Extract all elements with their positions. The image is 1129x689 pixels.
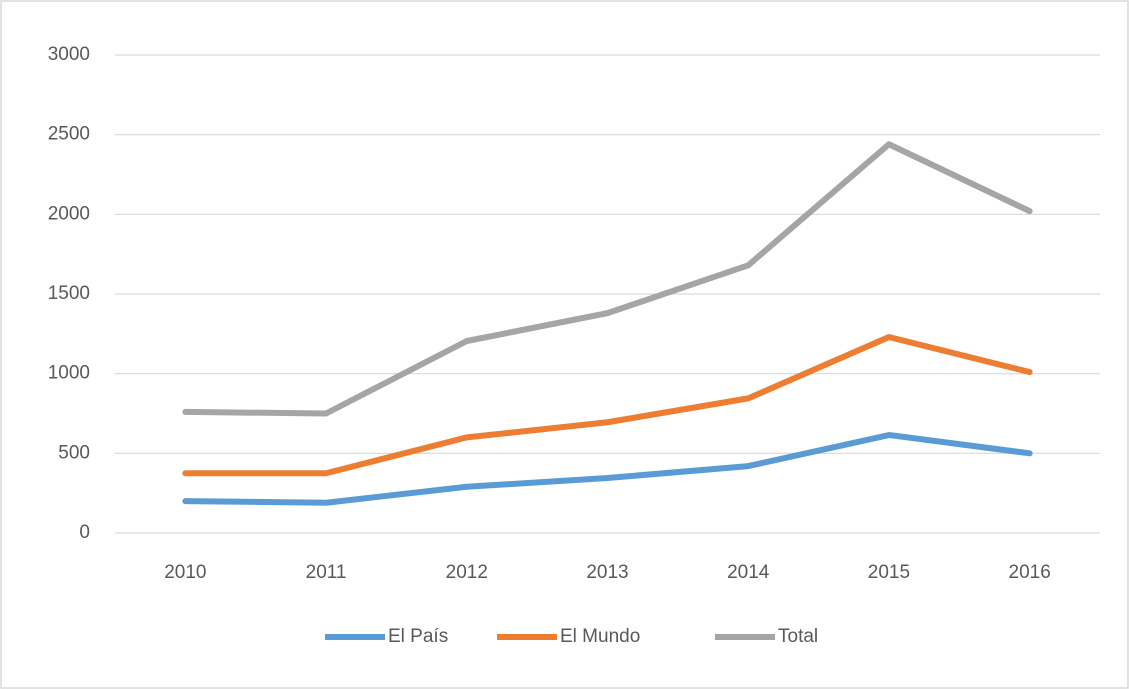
x-tick-label: 2012 [446, 562, 488, 583]
legend-label: El Mundo [560, 626, 640, 647]
y-tick-label: 2000 [48, 203, 90, 224]
x-tick-label: 2014 [727, 562, 770, 583]
x-tick-label: 2016 [1009, 562, 1051, 583]
y-tick-label: 1000 [48, 363, 90, 384]
legend-label: El País [388, 626, 448, 647]
data-line [182, 141, 1033, 417]
x-tick-label: 2015 [868, 562, 910, 583]
data-line [182, 432, 1033, 506]
legend-label: Total [778, 626, 818, 647]
y-tick-label: 1500 [48, 283, 90, 304]
data-line [182, 334, 1033, 477]
x-tick-label: 2011 [306, 562, 347, 583]
y-tick-label: 2500 [48, 124, 90, 145]
x-tick-label: 2013 [586, 562, 628, 583]
x-tick-label: 2010 [164, 562, 206, 583]
y-tick-label: 3000 [48, 44, 90, 65]
y-tick-label: 500 [58, 442, 90, 463]
y-tick-label: 0 [79, 522, 90, 543]
